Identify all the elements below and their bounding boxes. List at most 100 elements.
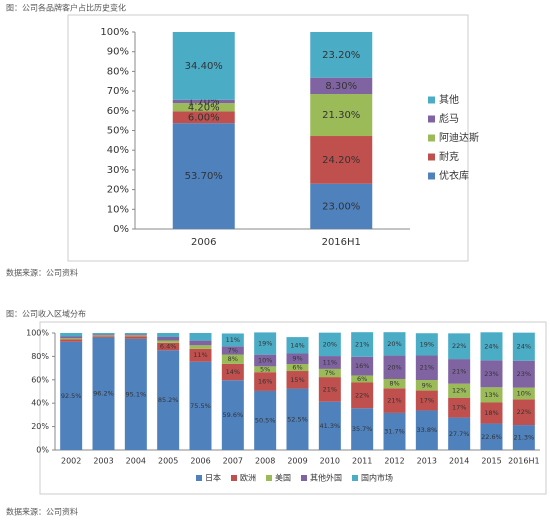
y-tick-label: 0% bbox=[113, 224, 129, 235]
data-label: 85.2% bbox=[158, 396, 179, 404]
legend-swatch bbox=[428, 115, 435, 123]
data-label: 15% bbox=[290, 376, 304, 384]
legend-label: 日本 bbox=[205, 473, 221, 483]
data-label: 13% bbox=[484, 391, 498, 399]
bar-segment bbox=[124, 335, 147, 337]
data-label: 21.30% bbox=[322, 110, 360, 121]
bar-segment bbox=[286, 337, 309, 354]
bar-segment bbox=[60, 333, 83, 337]
y-tick-label: 80% bbox=[31, 352, 49, 361]
data-label: 21% bbox=[420, 364, 434, 372]
bar-segment bbox=[415, 333, 438, 356]
data-label: 27.7% bbox=[449, 430, 470, 438]
x-tick-label: 2002 bbox=[61, 457, 81, 466]
bar-segment bbox=[124, 333, 147, 335]
data-label: 8% bbox=[389, 380, 399, 388]
data-label: 22% bbox=[517, 408, 531, 416]
x-tick-label: 2015 bbox=[481, 457, 501, 466]
legend-label: 耐克 bbox=[439, 150, 459, 163]
bar-segment bbox=[512, 332, 535, 361]
y-tick-label: 100% bbox=[100, 27, 129, 38]
y-tick-label: 40% bbox=[107, 145, 129, 156]
bar-segment bbox=[92, 337, 115, 450]
bar-segment bbox=[318, 356, 341, 369]
y-tick-label: 0% bbox=[36, 446, 49, 455]
data-label: 23.20% bbox=[322, 50, 360, 61]
data-label: 7% bbox=[228, 346, 238, 354]
data-label: 31.7% bbox=[384, 427, 405, 435]
legend-label: 优衣库 bbox=[439, 169, 469, 182]
data-label: 24.20% bbox=[322, 155, 360, 166]
data-label: 6% bbox=[292, 364, 302, 372]
bar-segment bbox=[448, 359, 471, 384]
bar-segment bbox=[383, 332, 406, 356]
data-label: 11% bbox=[193, 351, 207, 359]
bar-segment bbox=[383, 412, 406, 450]
bar-segment bbox=[318, 377, 341, 402]
data-label: 9% bbox=[422, 381, 432, 389]
bar-segment bbox=[286, 353, 309, 365]
bar-segment bbox=[157, 336, 180, 341]
legend-label: 欧洲 bbox=[240, 473, 256, 483]
x-tick-label: 2003 bbox=[93, 457, 113, 466]
bar-segment bbox=[254, 390, 277, 450]
data-label: 41.3% bbox=[320, 422, 341, 430]
bar-segment bbox=[310, 183, 373, 229]
data-label: 23% bbox=[484, 370, 498, 378]
bar-segment bbox=[172, 123, 235, 229]
data-label: 33.8% bbox=[417, 426, 438, 434]
bar-segment bbox=[189, 361, 212, 450]
bar-segment bbox=[60, 336, 83, 339]
bar-segment bbox=[124, 334, 147, 336]
bar-segment bbox=[254, 332, 277, 355]
chart-title: 图：公司各品牌客户占比历史变化 bbox=[6, 3, 126, 13]
data-label: 24% bbox=[517, 343, 531, 351]
data-label: 12% bbox=[452, 387, 466, 395]
bar-segment bbox=[512, 425, 535, 450]
y-tick-label: 30% bbox=[107, 165, 129, 176]
y-tick-label: 90% bbox=[107, 47, 129, 58]
bar-segment bbox=[189, 333, 212, 341]
data-label: 21.3% bbox=[514, 434, 535, 442]
y-tick-label: 60% bbox=[31, 375, 49, 384]
data-label: 20% bbox=[323, 340, 337, 348]
x-tick-label: 2008 bbox=[255, 457, 275, 466]
y-tick-label: 100% bbox=[26, 329, 49, 338]
data-label: 34.40% bbox=[185, 61, 223, 72]
x-tick-label: 2007 bbox=[223, 457, 243, 466]
data-label: 92.5% bbox=[61, 392, 82, 400]
data-label: 22.6% bbox=[481, 433, 502, 441]
x-tick-label: 2016H1 bbox=[322, 237, 361, 248]
data-label: 6% bbox=[357, 375, 367, 383]
bar-segment bbox=[92, 336, 115, 338]
legend-label: 阿迪达斯 bbox=[439, 131, 479, 144]
data-label: 17% bbox=[420, 397, 434, 405]
bar-segment bbox=[480, 387, 503, 403]
bar-segment bbox=[310, 77, 373, 95]
data-label: 19% bbox=[420, 340, 434, 348]
bar-segment bbox=[512, 360, 535, 388]
source-note: 数据来源：公司资料 bbox=[6, 268, 78, 278]
x-tick-label: 2013 bbox=[417, 457, 437, 466]
bar-segment bbox=[157, 340, 180, 343]
bar-segment bbox=[310, 136, 373, 184]
data-label: 22% bbox=[452, 342, 466, 350]
bar-segment bbox=[172, 103, 235, 112]
data-label: 7% bbox=[325, 369, 335, 377]
legend-label: 国内市场 bbox=[361, 473, 393, 483]
x-tick-label: 2016H1 bbox=[508, 457, 539, 466]
bar-segment bbox=[448, 397, 471, 418]
bar-segment bbox=[124, 336, 147, 339]
bar-segment bbox=[286, 364, 309, 372]
data-label: 9% bbox=[292, 355, 302, 363]
bar-segment bbox=[189, 348, 212, 362]
y-tick-label: 40% bbox=[31, 399, 49, 408]
data-label: 1.70% bbox=[188, 96, 220, 107]
bar-segment bbox=[221, 333, 244, 347]
bar-segment bbox=[480, 332, 503, 361]
bar-segment bbox=[351, 375, 374, 383]
data-label: 23% bbox=[517, 370, 531, 378]
bar-segment bbox=[189, 340, 212, 346]
bar-segment bbox=[157, 333, 180, 337]
